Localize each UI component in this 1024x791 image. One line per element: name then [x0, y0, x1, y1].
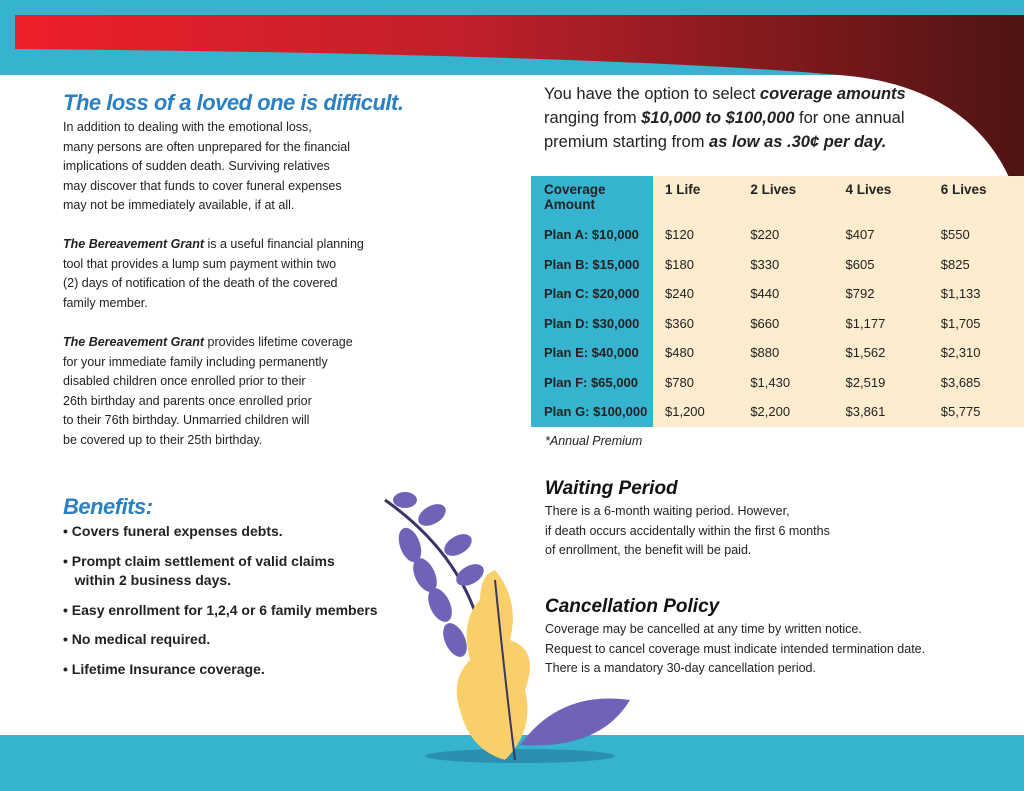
premium-cell: $550 [928, 220, 1024, 250]
premium-cell: $780 [653, 367, 739, 397]
benefits-heading: Benefits: [63, 494, 153, 519]
premium-cell: $5,775 [928, 397, 1024, 427]
premium-cell: $2,200 [738, 397, 834, 427]
premium-cell: $180 [653, 249, 739, 279]
premium-cell: $1,705 [928, 308, 1024, 338]
header-1-life: 1 Life [653, 176, 739, 220]
benefit-item: • Lifetime Insurance coverage. [63, 661, 265, 677]
plan-cell: Plan A: $10,000 [531, 220, 653, 250]
plan-cell: Plan G: $100,000 [531, 397, 653, 427]
grant-paragraph: The Bereavement Grant is a useful financ… [63, 237, 364, 310]
premium-cell: $1,133 [928, 279, 1024, 309]
benefit-item: • Prompt claim settlement of valid claim… [63, 553, 335, 569]
premium-cell: $120 [653, 220, 739, 250]
premium-cell: $407 [833, 220, 929, 250]
coverage-intro: You have the option to select coverage a… [544, 85, 906, 151]
plan-cell: Plan C: $20,000 [531, 279, 653, 309]
benefit-item: • Covers funeral expenses debts. [63, 523, 283, 539]
table-row: Plan G: $100,000 $1,200 $2,200 $3,861 $5,775 [531, 397, 1024, 427]
plan-cell: Plan E: $40,000 [531, 338, 653, 368]
premium-cell: $480 [653, 338, 739, 368]
benefit-item: • No medical required. [63, 631, 211, 647]
premium-cell: $3,685 [928, 367, 1024, 397]
premium-cell: $1,430 [738, 367, 834, 397]
header-6-lives: 6 Lives [928, 176, 1024, 220]
header-coverage: Coverage Amount [531, 176, 653, 220]
plan-cell: Plan B: $15,000 [531, 249, 653, 279]
premium-cell: $880 [738, 338, 834, 368]
premium-cell: $2,310 [928, 338, 1024, 368]
premium-cell: $825 [928, 249, 1024, 279]
plant-illustration [384, 492, 630, 763]
premium-table: Coverage Amount 1 Life 2 Lives 4 Lives 6… [531, 176, 1024, 427]
header-4-lives: 4 Lives [833, 176, 929, 220]
premium-cell: $240 [653, 279, 739, 309]
premium-cell: $3,861 [833, 397, 929, 427]
premium-cell: $792 [833, 279, 929, 309]
premium-cell: $220 [738, 220, 834, 250]
table-header-row: Coverage Amount 1 Life 2 Lives 4 Lives 6… [531, 176, 1024, 220]
premium-cell: $660 [738, 308, 834, 338]
premium-cell: $440 [738, 279, 834, 309]
table-row: Plan D: $30,000 $360 $660 $1,177 $1,705 [531, 308, 1024, 338]
premium-cell: $330 [738, 249, 834, 279]
table-row: Plan F: $65,000 $780 $1,430 $2,519 $3,685 [531, 367, 1024, 397]
table-row: Plan A: $10,000 $120 $220 $407 $550 [531, 220, 1024, 250]
cancellation-text: Coverage may be cancelled at any time by… [545, 622, 926, 676]
premium-cell: $2,519 [833, 367, 929, 397]
waiting-period-text: There is a 6-month waiting period. Howev… [545, 504, 830, 558]
plan-cell: Plan F: $65,000 [531, 367, 653, 397]
premium-cell: $360 [653, 308, 739, 338]
waiting-period-heading: Waiting Period [545, 478, 678, 499]
table-row: Plan C: $20,000 $240 $440 $792 $1,133 [531, 279, 1024, 309]
plan-cell: Plan D: $30,000 [531, 308, 653, 338]
table-row: Plan E: $40,000 $480 $880 $1,562 $2,310 [531, 338, 1024, 368]
premium-cell: $1,177 [833, 308, 929, 338]
table-row: Plan B: $15,000 $180 $330 $605 $825 [531, 249, 1024, 279]
coverage-paragraph: The Bereavement Grant provides lifetime … [63, 335, 353, 447]
header-2-lives: 2 Lives [738, 176, 834, 220]
premium-cell: $605 [833, 249, 929, 279]
header-red-swoosh [15, 15, 1024, 225]
cancellation-heading: Cancellation Policy [545, 596, 720, 617]
premium-cell: $1,200 [653, 397, 739, 427]
main-heading: The loss of a loved one is difficult. [63, 90, 404, 115]
benefit-item: within 2 business days. [63, 572, 232, 588]
premium-cell: $1,562 [833, 338, 929, 368]
intro-paragraph: In addition to dealing with the emotiona… [63, 120, 350, 213]
annual-premium-note: *Annual Premium [545, 434, 643, 448]
benefit-item: • Easy enrollment for 1,2,4 or 6 family … [63, 602, 378, 618]
